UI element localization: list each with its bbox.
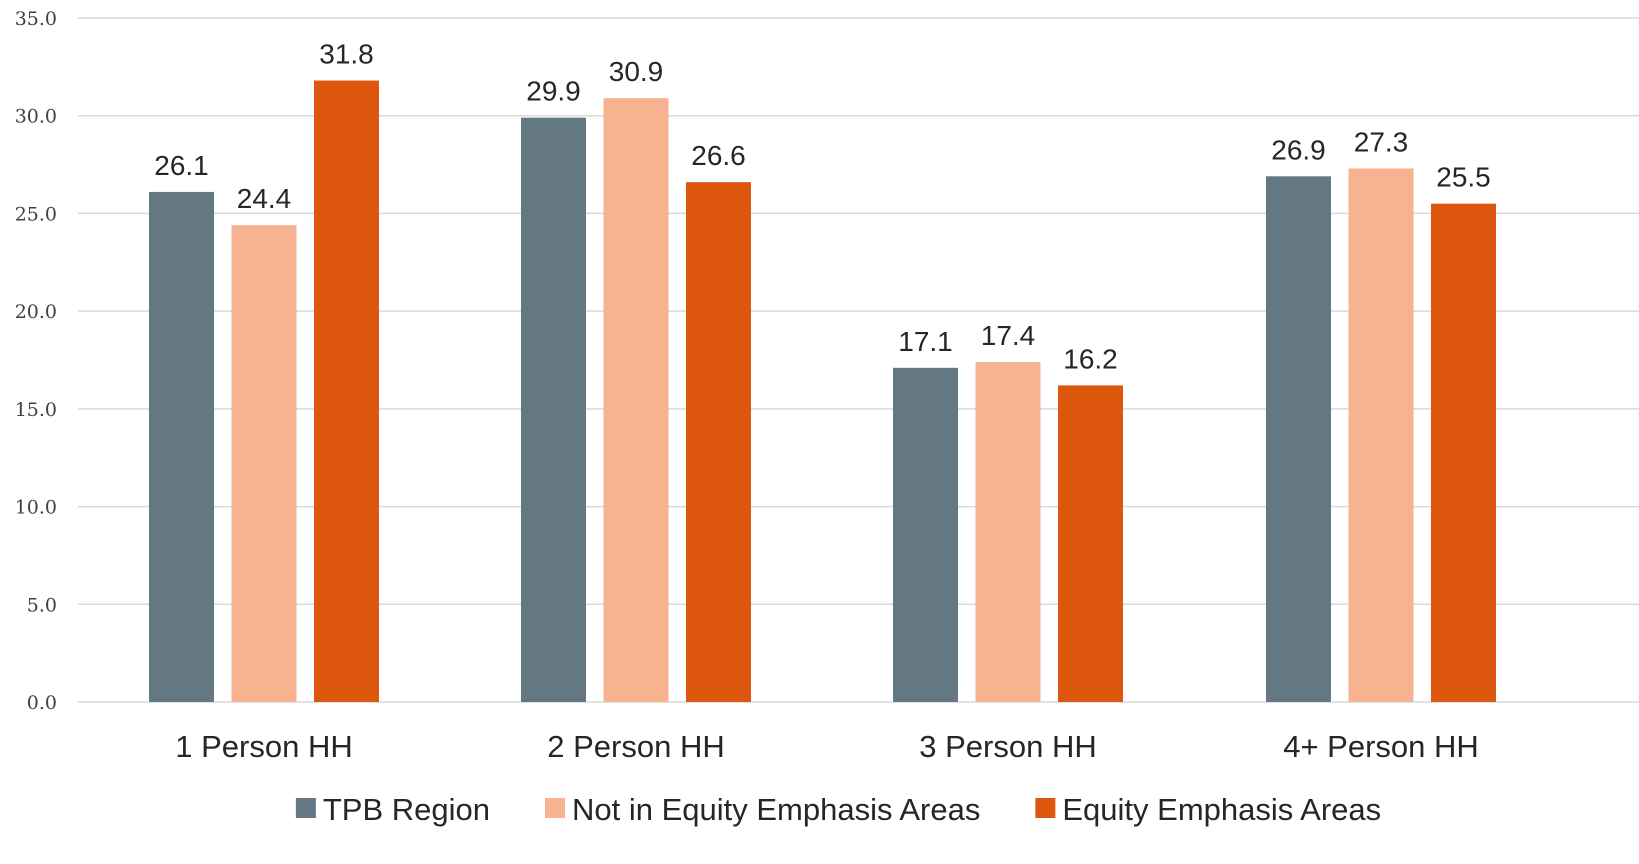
x-tick-label: 2 Person HH xyxy=(547,729,724,764)
data-label: 30.9 xyxy=(609,56,664,87)
bar xyxy=(1266,176,1331,703)
legend-item: Equity Emphasis Areas xyxy=(1035,792,1381,827)
y-tick-label: 20.0 xyxy=(15,301,57,323)
legend-item: Not in Equity Emphasis Areas xyxy=(545,792,980,827)
y-tick-label: 35.0 xyxy=(15,8,57,30)
legend-swatch xyxy=(1035,798,1056,818)
bar xyxy=(521,117,586,702)
y-tick-label: 0.0 xyxy=(27,692,57,714)
data-label: 17.4 xyxy=(981,320,1036,351)
y-tick-label: 25.0 xyxy=(15,203,57,225)
x-tick-label: 3 Person HH xyxy=(919,729,1096,764)
bar xyxy=(314,80,379,703)
data-label: 24.4 xyxy=(237,183,292,214)
bar xyxy=(231,225,297,702)
bar xyxy=(1348,168,1414,703)
y-tick-label: 30.0 xyxy=(15,106,57,128)
y-axis-ticks: 0.0 5.0 10.0 15.0 20.0 25.0 30.0 35.0 xyxy=(15,8,57,714)
bar xyxy=(1058,385,1123,702)
legend: TPB Region Not in Equity Emphasis Areas Eq… xyxy=(295,792,1381,827)
y-tick-label: 10.0 xyxy=(15,497,57,519)
bar xyxy=(975,361,1041,702)
data-label: 31.8 xyxy=(319,39,374,70)
bars xyxy=(149,80,1496,703)
x-axis-categories: 1 Person HH 2 Person HH 3 Person HH 4+ Pers… xyxy=(175,729,1479,764)
legend-swatch xyxy=(545,798,566,818)
bar xyxy=(893,367,958,702)
data-label: 16.2 xyxy=(1063,343,1118,374)
data-label: 26.6 xyxy=(691,140,746,171)
data-label: 26.1 xyxy=(154,150,209,181)
data-label: 26.9 xyxy=(1271,134,1326,165)
x-tick-label: 4+ Person HH xyxy=(1283,729,1479,764)
data-label: 29.9 xyxy=(526,76,581,107)
legend-swatch xyxy=(295,798,316,818)
y-tick-label: 5.0 xyxy=(27,594,57,616)
legend-label: Equity Emphasis Areas xyxy=(1062,792,1381,827)
legend-label: Not in Equity Emphasis Areas xyxy=(572,792,980,827)
bar xyxy=(603,98,669,702)
bar xyxy=(1431,203,1496,702)
bar xyxy=(686,182,751,702)
data-label: 17.1 xyxy=(898,326,953,357)
y-tick-label: 15.0 xyxy=(15,399,57,421)
legend-item: TPB Region xyxy=(295,792,490,827)
bar xyxy=(149,191,214,702)
x-tick-label: 1 Person HH xyxy=(175,729,352,764)
data-labels: 26.1 29.9 17.1 26.9 24.4 30.9 17.4 27.3 31.8 26.6… xyxy=(154,39,1491,375)
legend-label: TPB Region xyxy=(323,792,490,827)
data-label: 25.5 xyxy=(1436,162,1491,193)
data-label: 27.3 xyxy=(1354,126,1409,157)
